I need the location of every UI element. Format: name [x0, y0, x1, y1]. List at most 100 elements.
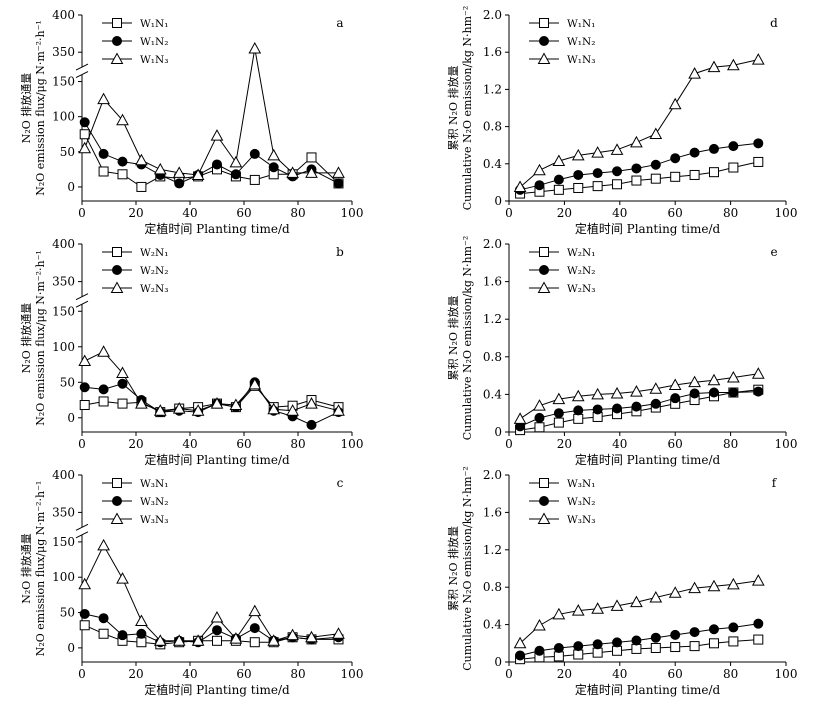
data-point-square [553, 184, 564, 195]
legend-label: W₂N₃ [140, 283, 168, 295]
data-point-circle [631, 401, 642, 412]
data-point-circle [650, 398, 661, 409]
y-tick-label: 1.6 [483, 275, 502, 289]
x-tick-label: 60 [668, 437, 683, 451]
axis-break-mark [75, 523, 89, 531]
data-point-triangle [591, 387, 604, 400]
data-point-circle [753, 386, 764, 397]
data-point-square [753, 634, 764, 645]
y-tick-label: 350 [52, 275, 75, 289]
y-axis-label: 累积 N₂O 排放量 [446, 526, 460, 611]
x-tick-label: 60 [668, 206, 683, 220]
data-point-triangle [305, 166, 318, 178]
legend-entry: W₁N₁ [529, 18, 595, 30]
legend-label: W₂N₁ [567, 247, 595, 259]
data-point-circle [117, 378, 128, 389]
data-point-triangle [751, 53, 765, 65]
data-point-circle [592, 639, 603, 650]
data-point-triangle [571, 389, 585, 402]
legend-label: W₁N₂ [567, 36, 595, 48]
y-tick-label: 0.8 [483, 350, 502, 364]
y-axis-label: 累积 N₂O 排放量 [446, 295, 460, 380]
y-axis-label: N₂O 排放通量 [19, 533, 33, 604]
data-point-triangle [513, 636, 527, 649]
x-tick-label: 60 [236, 206, 251, 220]
data-point-circle [249, 623, 260, 634]
data-point-square [612, 645, 623, 656]
x-tick-label: 40 [182, 667, 197, 681]
legend-entry: W₁N₃ [102, 52, 168, 66]
x-tick-label: 80 [290, 206, 305, 220]
data-point-circle [612, 637, 623, 648]
data-point-triangle [286, 166, 299, 178]
series-0 [515, 634, 764, 665]
data-point-circle [728, 622, 739, 633]
data-point-triangle [248, 604, 262, 617]
x-tick-label: 60 [236, 667, 251, 681]
legend-entry: W₁N₂ [529, 36, 595, 48]
data-point-circle [98, 613, 109, 624]
data-point-circle [112, 496, 122, 506]
data-point-circle [689, 388, 700, 399]
data-point-triangle [552, 392, 566, 405]
x-axis-label: 定植时间 Planting time/d [144, 452, 290, 467]
data-point-triangle [172, 166, 186, 178]
data-point-triangle [229, 155, 243, 168]
data-point-triangle [172, 402, 186, 414]
data-point-circle [612, 403, 623, 414]
series-2 [78, 41, 345, 181]
data-point-triangle [248, 377, 262, 390]
data-point-circle [689, 147, 700, 158]
x-tick-label: 40 [612, 667, 627, 681]
data-point-triangle [668, 378, 682, 390]
x-tick-label: 0 [505, 667, 513, 681]
legend-label: W₂N₂ [140, 265, 168, 277]
y-tick-label: 350 [52, 45, 75, 59]
x-tick-label: 100 [775, 667, 798, 681]
data-point-square [689, 641, 700, 652]
y-tick-label: 150 [52, 535, 75, 549]
series-line [84, 544, 339, 642]
y-tick-label: 0.4 [483, 387, 502, 401]
y-tick-label: 0 [494, 655, 502, 669]
legend-entry: W₃N₃ [102, 512, 168, 526]
panel-d: 0 20 40 60 80 100 定植时间 Planting time/d 0 0.4 0.8 1… [446, 6, 797, 236]
data-point-triangle [707, 60, 721, 73]
legend-label: W₃N₂ [567, 496, 595, 508]
panel-letter: a [336, 16, 343, 30]
series-0 [515, 156, 764, 199]
data-point-square [650, 642, 661, 653]
data-point-triangle [97, 538, 110, 551]
y-tick-label: 100 [52, 110, 75, 124]
data-point-triangle [229, 632, 243, 644]
data-point-triangle [210, 129, 224, 141]
legend-label: W₃N₃ [140, 514, 168, 526]
x-tick-label: 60 [668, 667, 683, 681]
x-tick-label: 100 [341, 206, 364, 220]
data-point-square [708, 167, 719, 178]
data-point-circle [650, 159, 661, 170]
data-point-circle [212, 625, 222, 636]
y-axis-label: N₂O 排放通量 [19, 303, 33, 374]
data-point-triangle [630, 385, 643, 397]
data-point-circle [708, 387, 719, 398]
series-line [519, 580, 759, 644]
data-point-square [553, 417, 564, 428]
data-point-circle [553, 408, 564, 419]
data-point-triangle [248, 41, 262, 54]
legend-label: W₁N₁ [140, 18, 168, 30]
data-point-circle [539, 265, 549, 275]
data-point-square [306, 152, 317, 163]
data-point-triangle [649, 127, 663, 140]
data-point-triangle [286, 404, 299, 416]
data-point-circle [306, 419, 317, 430]
data-point-square [728, 636, 739, 647]
data-point-triangle [153, 404, 167, 416]
data-point-triangle [571, 604, 585, 616]
data-point-triangle [610, 386, 624, 399]
y-tick-label: 0 [67, 641, 75, 655]
data-point-triangle [751, 574, 765, 586]
y-tick-label: 150 [52, 75, 75, 89]
x-tick-label: 60 [236, 437, 251, 451]
x-tick-label: 20 [557, 437, 572, 451]
